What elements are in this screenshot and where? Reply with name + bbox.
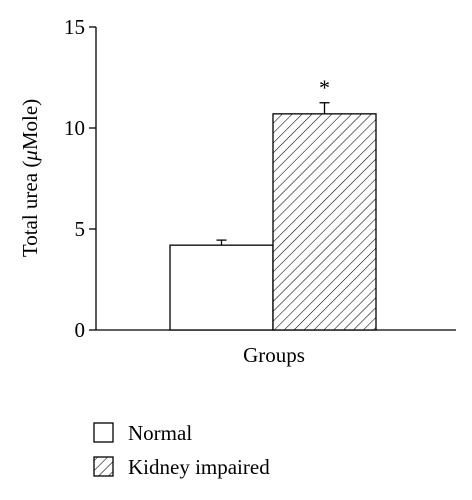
legend-swatch-normal	[93, 422, 114, 443]
legend: Normal Kidney impaired	[93, 421, 270, 479]
legend-swatch-kidney-impaired	[93, 456, 114, 477]
bar-normal	[169, 244, 274, 331]
bar-kidney-impaired	[272, 113, 377, 331]
legend-label-kidney-impaired: Kidney impaired	[128, 455, 270, 479]
x-axis-label: Groups	[243, 343, 305, 367]
y-ticks: 0 5 10 15	[64, 15, 96, 342]
legend-label-normal: Normal	[128, 421, 192, 445]
y-tick-label: 10	[64, 116, 85, 140]
bars: *	[169, 75, 377, 331]
y-tick-label: 0	[75, 318, 86, 342]
y-tick-label: 15	[64, 15, 85, 39]
significance-marker: *	[319, 75, 330, 100]
y-tick-label: 5	[75, 217, 86, 241]
y-axis-label: Total urea (μMole)	[18, 99, 42, 257]
